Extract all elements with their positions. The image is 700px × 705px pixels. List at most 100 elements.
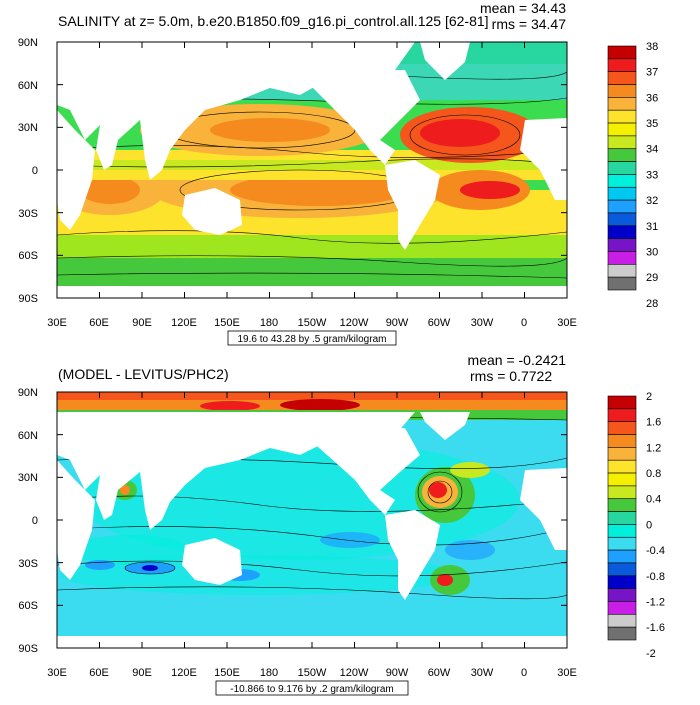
range-label-box	[215, 680, 409, 696]
colorbar-label: 34	[646, 144, 658, 156]
x-tick-label: 120W	[340, 667, 369, 679]
difference-field	[57, 392, 567, 648]
y-tick-label: 90S	[18, 293, 38, 305]
colorbar-swatch	[607, 498, 637, 512]
range-label: 19.6 to 43.28 by .5 gram/kilogram	[238, 334, 387, 345]
colorbar-swatch	[607, 122, 637, 137]
x-tick-label: 120E	[171, 317, 197, 329]
salinity-map-figure: SALINITY at z= 5.0m, b.e20.B1850.f09_g16…	[18, 0, 658, 346]
colorbar-label: 32	[646, 195, 658, 207]
colorbar-swatch	[607, 161, 637, 175]
range-label-box	[227, 330, 397, 346]
map-title: SALINITY at z= 5.0m, b.e20.B1850.f09_g16…	[58, 13, 489, 29]
x-tick-label: 30E	[47, 667, 67, 679]
y-tick-label: 30N	[18, 122, 38, 134]
x-tick-label: 60E	[89, 317, 109, 329]
x-tick-label: 30E	[557, 317, 577, 329]
x-tick-label: 30E	[557, 667, 577, 679]
colorbar-swatch	[607, 238, 637, 252]
salinity-field	[57, 42, 567, 298]
colorbar-label: -1.6	[646, 622, 665, 634]
difference-map-figure: (MODEL - LEVITUS/PHC2) mean = -0.2421 rm…	[18, 352, 665, 696]
x-tick-label: 0	[521, 667, 527, 679]
colorbar-label: 0	[646, 519, 652, 531]
colorbar-label: -0.8	[646, 571, 665, 583]
colorbar-swatch	[607, 97, 637, 111]
colorbar-label: 28	[646, 298, 658, 310]
colorbar-swatch	[607, 588, 637, 602]
colorbar-label: 1.6	[646, 417, 661, 429]
colorbar-label: 38	[646, 41, 658, 53]
x-tick-label: 180	[260, 317, 278, 329]
x-tick-label: 60W	[428, 667, 451, 679]
colorbar-label: 0.8	[646, 468, 661, 480]
colorbar-swatch	[607, 614, 637, 628]
y-tick-label: 0	[32, 515, 38, 527]
x-tick-label: 180	[260, 667, 278, 679]
x-tick-label: 120E	[171, 667, 197, 679]
y-tick-label: 30S	[18, 558, 38, 570]
colorbar-swatch	[607, 264, 637, 278]
colorbar-swatch	[607, 109, 637, 124]
y-axis: 90N 60N 30N 0 30S 60S 90S	[18, 387, 38, 655]
y-tick-label: 90N	[18, 387, 38, 399]
x-tick-label: 90W	[386, 317, 409, 329]
x-tick-label: 90E	[132, 667, 152, 679]
colorbar-label: 30	[646, 246, 658, 258]
colorbar-swatch	[607, 58, 637, 72]
x-tick-label: 90E	[132, 317, 152, 329]
y-tick-label: 60N	[18, 80, 38, 92]
y-tick-label: 90N	[18, 37, 38, 49]
y-tick-label: 0	[32, 165, 38, 177]
colorbar-label: -1.2	[646, 596, 665, 608]
colorbar-swatch	[607, 148, 637, 162]
colorbar-swatch	[607, 251, 637, 265]
colorbar: 2 1.6 1.2 0.8 0.4 0 -0.4 -0.8 -1.2 -1.6 -2	[607, 391, 665, 660]
x-tick-label: 60E	[89, 667, 109, 679]
x-axis: 30E 60E 90E 120E 150E 180 150W 120W 90W …	[47, 667, 577, 679]
colorbar-swatch	[607, 536, 637, 551]
y-tick-label: 60S	[18, 250, 38, 262]
x-tick-label: 0	[521, 317, 527, 329]
colorbar-swatch	[607, 511, 637, 525]
colorbar: 38 37 36 35 34 33 32 31 30 29 28	[607, 41, 658, 310]
colorbar-label: 2	[646, 391, 652, 403]
x-tick-label: 30W	[471, 317, 494, 329]
colorbar-label: 37	[646, 67, 658, 79]
colorbar-swatch	[607, 45, 637, 60]
y-tick-label: 60S	[18, 600, 38, 612]
colorbar-swatch	[607, 84, 637, 98]
x-tick-label: 60W	[428, 317, 451, 329]
y-tick-label: 30N	[18, 472, 38, 484]
range-label: -10.866 to 9.176 by .2 gram/kilogram	[230, 684, 393, 695]
difference-map-panel: (MODEL - LEVITUS/PHC2) mean = -0.2421 rm…	[0, 350, 700, 700]
colorbar-swatch	[607, 225, 637, 239]
colorbar-swatch	[607, 276, 637, 291]
y-tick-label: 90S	[18, 643, 38, 655]
colorbar-swatch	[607, 135, 637, 150]
colorbar-label: -0.4	[646, 545, 665, 557]
y-axis: 90N 60N 30N 0 30S 60S 90S	[18, 37, 38, 305]
colorbar-swatch	[607, 71, 637, 85]
colorbar-swatch	[607, 186, 637, 201]
y-tick-label: 60N	[18, 430, 38, 442]
x-tick-label: 150E	[214, 317, 240, 329]
colorbar-swatch	[607, 199, 637, 214]
colorbar-label: -2	[646, 648, 656, 660]
colorbar-swatch	[607, 562, 637, 577]
rms-stat: rms = 34.47	[492, 16, 567, 32]
colorbar-swatch	[607, 447, 637, 461]
colorbar-swatch	[607, 524, 637, 538]
x-tick-label: 150W	[298, 317, 327, 329]
colorbar-swatch	[607, 601, 637, 615]
colorbar-label: 35	[646, 118, 658, 130]
colorbar-label: 1.2	[646, 442, 661, 454]
colorbar-swatch	[607, 212, 637, 227]
colorbar-label: 33	[646, 169, 658, 181]
mean-stat: mean = -0.2421	[468, 352, 567, 368]
colorbar-swatch	[607, 472, 637, 487]
x-axis: 30E 60E 90E 120E 150E 180 150W 120W 90W …	[47, 317, 577, 329]
colorbar-swatch	[607, 485, 637, 500]
x-tick-label: 150E	[214, 667, 240, 679]
colorbar-swatch	[607, 549, 637, 564]
